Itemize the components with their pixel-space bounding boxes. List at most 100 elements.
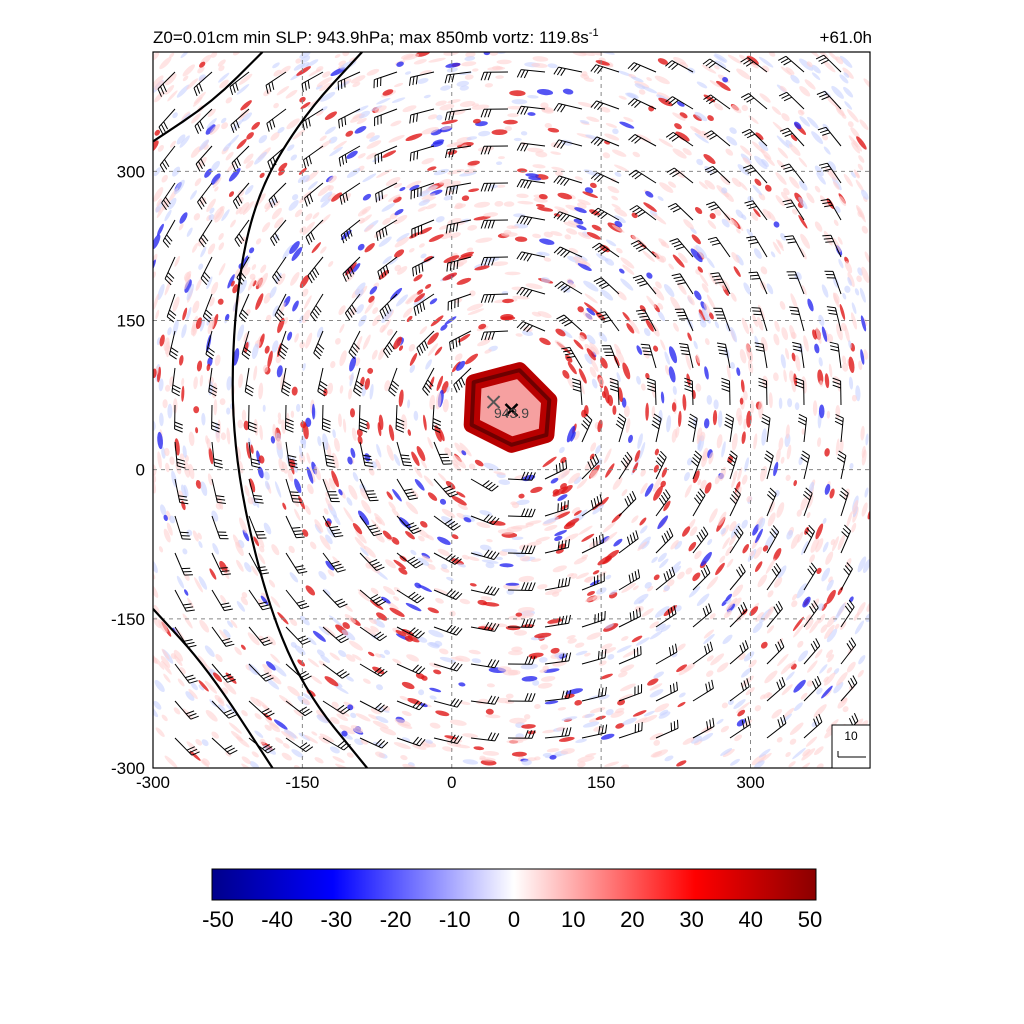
vorticity-blob bbox=[704, 180, 716, 190]
wind-barb-shaft bbox=[200, 256, 213, 279]
wind-barb-flag bbox=[415, 75, 418, 85]
wind-barb-flag bbox=[487, 695, 493, 704]
vorticity-blob bbox=[657, 310, 666, 322]
wind-barb-flag bbox=[641, 318, 650, 321]
vorticity-blob bbox=[207, 108, 216, 118]
vorticity-blob bbox=[663, 500, 671, 512]
y-tick-label: -300 bbox=[111, 759, 145, 778]
colorbar-ticks: -50 -40 -30 -20 -10 0 10 20 30 40 50 bbox=[202, 907, 822, 932]
vorticity-blob bbox=[589, 209, 600, 216]
wind-barb-flag bbox=[487, 331, 492, 341]
wind-barb-flag bbox=[453, 662, 460, 671]
vorticity-blob bbox=[291, 247, 303, 261]
vorticity-blob bbox=[860, 315, 867, 332]
vorticity-blob bbox=[704, 366, 709, 380]
wind-barb-flag bbox=[560, 68, 566, 76]
wind-barb-shaft bbox=[747, 57, 768, 73]
vorticity-blob bbox=[332, 556, 342, 567]
wind-barb-flag bbox=[728, 457, 736, 464]
wind-barb-flag bbox=[702, 526, 709, 535]
vorticity-blob bbox=[781, 113, 790, 122]
wind-barb-shaft bbox=[238, 293, 250, 317]
vorticity-blob bbox=[568, 247, 579, 254]
vorticity-blob bbox=[814, 746, 824, 756]
vorticity-blob bbox=[590, 469, 598, 479]
vorticity-blob bbox=[723, 609, 732, 619]
vorticity-blob bbox=[848, 376, 854, 390]
wind-barb-flag bbox=[244, 391, 253, 397]
wind-barb-flag bbox=[277, 308, 285, 316]
vorticity-blob bbox=[659, 182, 674, 193]
wind-barb-flag bbox=[340, 80, 343, 89]
wind-barb-flag bbox=[409, 152, 412, 162]
wind-barb-flag bbox=[344, 78, 346, 88]
vorticity-blob bbox=[194, 577, 203, 593]
wind-barb-flag bbox=[452, 627, 460, 635]
wind-barb-flag bbox=[199, 199, 205, 207]
vorticity-blob bbox=[597, 555, 612, 566]
vorticity-blob bbox=[245, 160, 254, 169]
wind-barb-flag bbox=[234, 160, 239, 169]
vorticity-blob bbox=[592, 504, 604, 515]
vorticity-blob bbox=[416, 289, 424, 295]
vorticity-blob bbox=[823, 60, 836, 73]
wind-barb-shaft bbox=[692, 687, 714, 702]
vorticity-blob bbox=[312, 212, 320, 220]
vorticity-blob bbox=[496, 59, 512, 65]
vorticity-blob bbox=[582, 721, 600, 728]
vorticity-blob bbox=[214, 354, 221, 367]
vorticity-blob bbox=[266, 661, 276, 671]
wind-barb-shaft bbox=[231, 145, 250, 164]
wind-barb-flag bbox=[715, 281, 724, 284]
vorticity-blob bbox=[833, 292, 840, 308]
vorticity-blob bbox=[791, 600, 798, 608]
vorticity-blob bbox=[241, 409, 247, 422]
wind-barb-shaft bbox=[195, 145, 213, 165]
vorticity-blob bbox=[676, 643, 686, 651]
vorticity-blob bbox=[249, 761, 260, 768]
vorticity-blob bbox=[602, 521, 616, 533]
vorticity-blob bbox=[264, 724, 272, 731]
wind-barb-flag bbox=[592, 538, 595, 548]
wind-barb-shaft bbox=[285, 441, 290, 466]
vorticity-blob bbox=[160, 655, 171, 668]
wind-barb-flag bbox=[326, 461, 335, 465]
vorticity-blob bbox=[654, 75, 670, 85]
vorticity-blob bbox=[218, 233, 224, 241]
wind-barb-flag bbox=[277, 353, 285, 360]
wind-barb-flag bbox=[780, 58, 789, 64]
wind-barb-flag bbox=[388, 341, 395, 350]
vorticity-blob bbox=[509, 90, 526, 97]
vorticity-blob bbox=[395, 630, 407, 637]
wind-barb-flag bbox=[820, 198, 830, 202]
vorticity-blob bbox=[576, 572, 589, 580]
vorticity-blob bbox=[754, 705, 762, 712]
vorticity-blob bbox=[589, 366, 597, 378]
wind-barb-shaft bbox=[449, 330, 472, 343]
vorticity-blob bbox=[426, 185, 439, 191]
vorticity-blob bbox=[465, 52, 476, 58]
wind-barb-flag bbox=[285, 428, 294, 433]
wind-barb-flag bbox=[568, 689, 572, 699]
wind-barb-flag bbox=[601, 725, 604, 734]
wind-barb-flag bbox=[837, 453, 846, 460]
vorticity-blob bbox=[693, 470, 700, 484]
vorticity-blob bbox=[378, 236, 392, 247]
vorticity-blob bbox=[197, 157, 207, 169]
vorticity-blob bbox=[429, 722, 441, 729]
wind-barb-flag bbox=[185, 674, 194, 679]
vorticity-blob bbox=[476, 522, 491, 529]
vorticity-blob bbox=[367, 651, 375, 657]
wind-barb-flag bbox=[491, 331, 495, 340]
vorticity-blob bbox=[730, 292, 737, 302]
wind-barb-shaft bbox=[433, 737, 458, 744]
wind-barb-flag bbox=[658, 453, 666, 461]
wind-barb-flag bbox=[274, 314, 282, 323]
wind-barb-shaft bbox=[618, 538, 639, 554]
vorticity-blob bbox=[754, 760, 765, 768]
vorticity-blob bbox=[663, 605, 678, 617]
vorticity-blob bbox=[421, 193, 436, 200]
wind-barb-flag bbox=[531, 656, 536, 665]
wind-barb-flag bbox=[236, 157, 241, 167]
wind-barb-flag bbox=[406, 522, 415, 527]
